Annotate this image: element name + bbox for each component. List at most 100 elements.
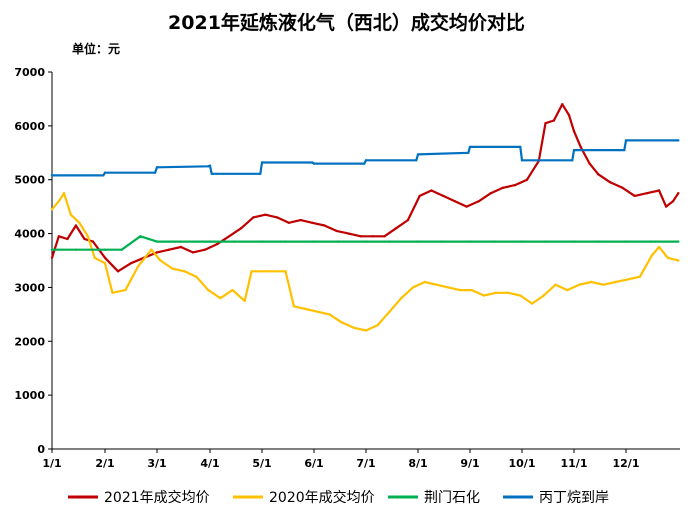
data-point <box>91 240 95 243</box>
data-point <box>103 248 107 251</box>
data-point <box>50 208 54 211</box>
data-point <box>74 248 78 251</box>
data-point <box>227 235 231 238</box>
data-point <box>566 288 569 292</box>
data-point <box>50 256 54 259</box>
data-point <box>102 174 105 177</box>
data-point <box>116 270 120 273</box>
data-point <box>671 200 675 203</box>
data-point <box>103 256 107 259</box>
data-point <box>465 205 468 208</box>
data-point <box>208 240 212 243</box>
data-point <box>267 270 270 273</box>
data-point <box>520 240 524 243</box>
data-point <box>376 323 379 327</box>
data-point <box>423 280 426 284</box>
data-point <box>597 173 600 176</box>
data-point <box>468 240 472 243</box>
data-point <box>621 186 624 189</box>
data-point <box>179 240 183 243</box>
data-point <box>50 248 54 251</box>
data-point <box>328 313 331 316</box>
x-tick-label: 12/1 <box>613 457 640 470</box>
legend-label: 2021年成交均价 <box>104 489 210 506</box>
data-point <box>645 192 649 195</box>
data-point <box>371 235 374 238</box>
data-point <box>442 194 445 198</box>
data-point <box>207 288 210 292</box>
data-point <box>179 245 183 249</box>
data-point <box>525 178 529 181</box>
data-point <box>203 248 207 251</box>
data-point <box>57 235 60 238</box>
data-point <box>467 151 470 154</box>
data-point <box>664 205 668 208</box>
data-point <box>120 248 123 251</box>
y-tick-label: 7000 <box>14 66 45 79</box>
axes: 0 1000 2000 3000 4000 5000 6000 7000 1/1 2/1 3/1 4/… <box>14 66 680 470</box>
legend-label: 荆门石化 <box>424 490 480 506</box>
data-point <box>137 264 140 268</box>
data-point <box>66 237 69 241</box>
data-point <box>544 122 547 125</box>
data-point <box>530 302 534 305</box>
data-point <box>260 240 264 243</box>
data-point <box>210 172 213 175</box>
data-point <box>275 216 279 219</box>
data-point <box>544 240 547 243</box>
data-point <box>159 259 162 262</box>
data-point <box>312 240 316 243</box>
data-point <box>590 280 593 284</box>
data-point <box>513 183 517 187</box>
x-tick-label: 7/1 <box>356 457 375 470</box>
data-point <box>477 200 480 203</box>
data-point <box>411 286 415 289</box>
data-point <box>316 310 319 313</box>
data-point <box>129 262 133 265</box>
legend-label: 丙丁烷到岸 <box>539 490 609 506</box>
data-point <box>364 329 368 332</box>
data-point <box>311 221 314 224</box>
data-point <box>335 229 338 233</box>
data-point <box>501 186 505 189</box>
data-point <box>571 159 574 162</box>
data-point <box>657 189 661 192</box>
data-point <box>649 240 652 243</box>
data-point <box>633 194 636 198</box>
data-point <box>435 283 438 286</box>
data-point <box>458 288 462 292</box>
data-point <box>352 326 356 329</box>
data-point <box>103 171 107 174</box>
x-tick-label: 4/1 <box>200 457 219 470</box>
unit-label: 单位：元 <box>72 42 121 56</box>
data-point <box>312 162 316 165</box>
y-tick-label: 0 <box>37 443 45 456</box>
data-point <box>395 227 398 230</box>
data-point <box>240 227 243 230</box>
series-4 <box>50 139 680 177</box>
data-point <box>468 145 472 149</box>
data-point <box>155 166 159 169</box>
series-layer <box>50 103 680 332</box>
data-point <box>93 256 96 259</box>
data-point <box>304 307 307 311</box>
series-3 <box>50 235 680 251</box>
data-point <box>86 235 90 238</box>
data-point <box>171 267 174 270</box>
x-tick-label: 8/1 <box>408 457 427 470</box>
data-point <box>638 275 642 278</box>
x-tick-label: 9/1 <box>460 457 479 470</box>
data-point <box>219 297 222 300</box>
x-tick-label: 5/1 <box>252 457 271 470</box>
x-tick-label: 1/1 <box>42 457 61 470</box>
data-point <box>542 294 545 297</box>
data-point <box>208 164 212 167</box>
data-point <box>243 299 246 303</box>
data-point <box>470 288 473 292</box>
data-point <box>609 181 612 184</box>
data-point <box>74 224 78 227</box>
data-point <box>153 171 157 174</box>
data-point <box>103 262 107 265</box>
data-point <box>506 291 510 294</box>
data-point <box>337 240 340 243</box>
